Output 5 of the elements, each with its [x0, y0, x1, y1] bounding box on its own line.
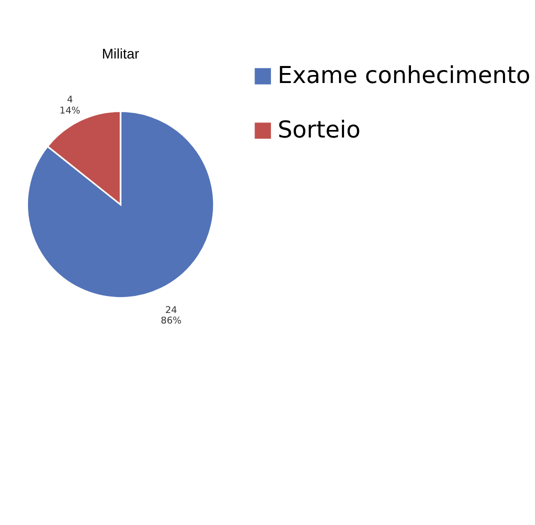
- data-label: 24 86%: [160, 304, 182, 327]
- legend-label: Exame conhecimento: [278, 62, 530, 90]
- legend-label: Sorteio: [278, 116, 360, 144]
- data-label: 4 14%: [60, 94, 80, 116]
- chart-title: Militar: [102, 45, 140, 62]
